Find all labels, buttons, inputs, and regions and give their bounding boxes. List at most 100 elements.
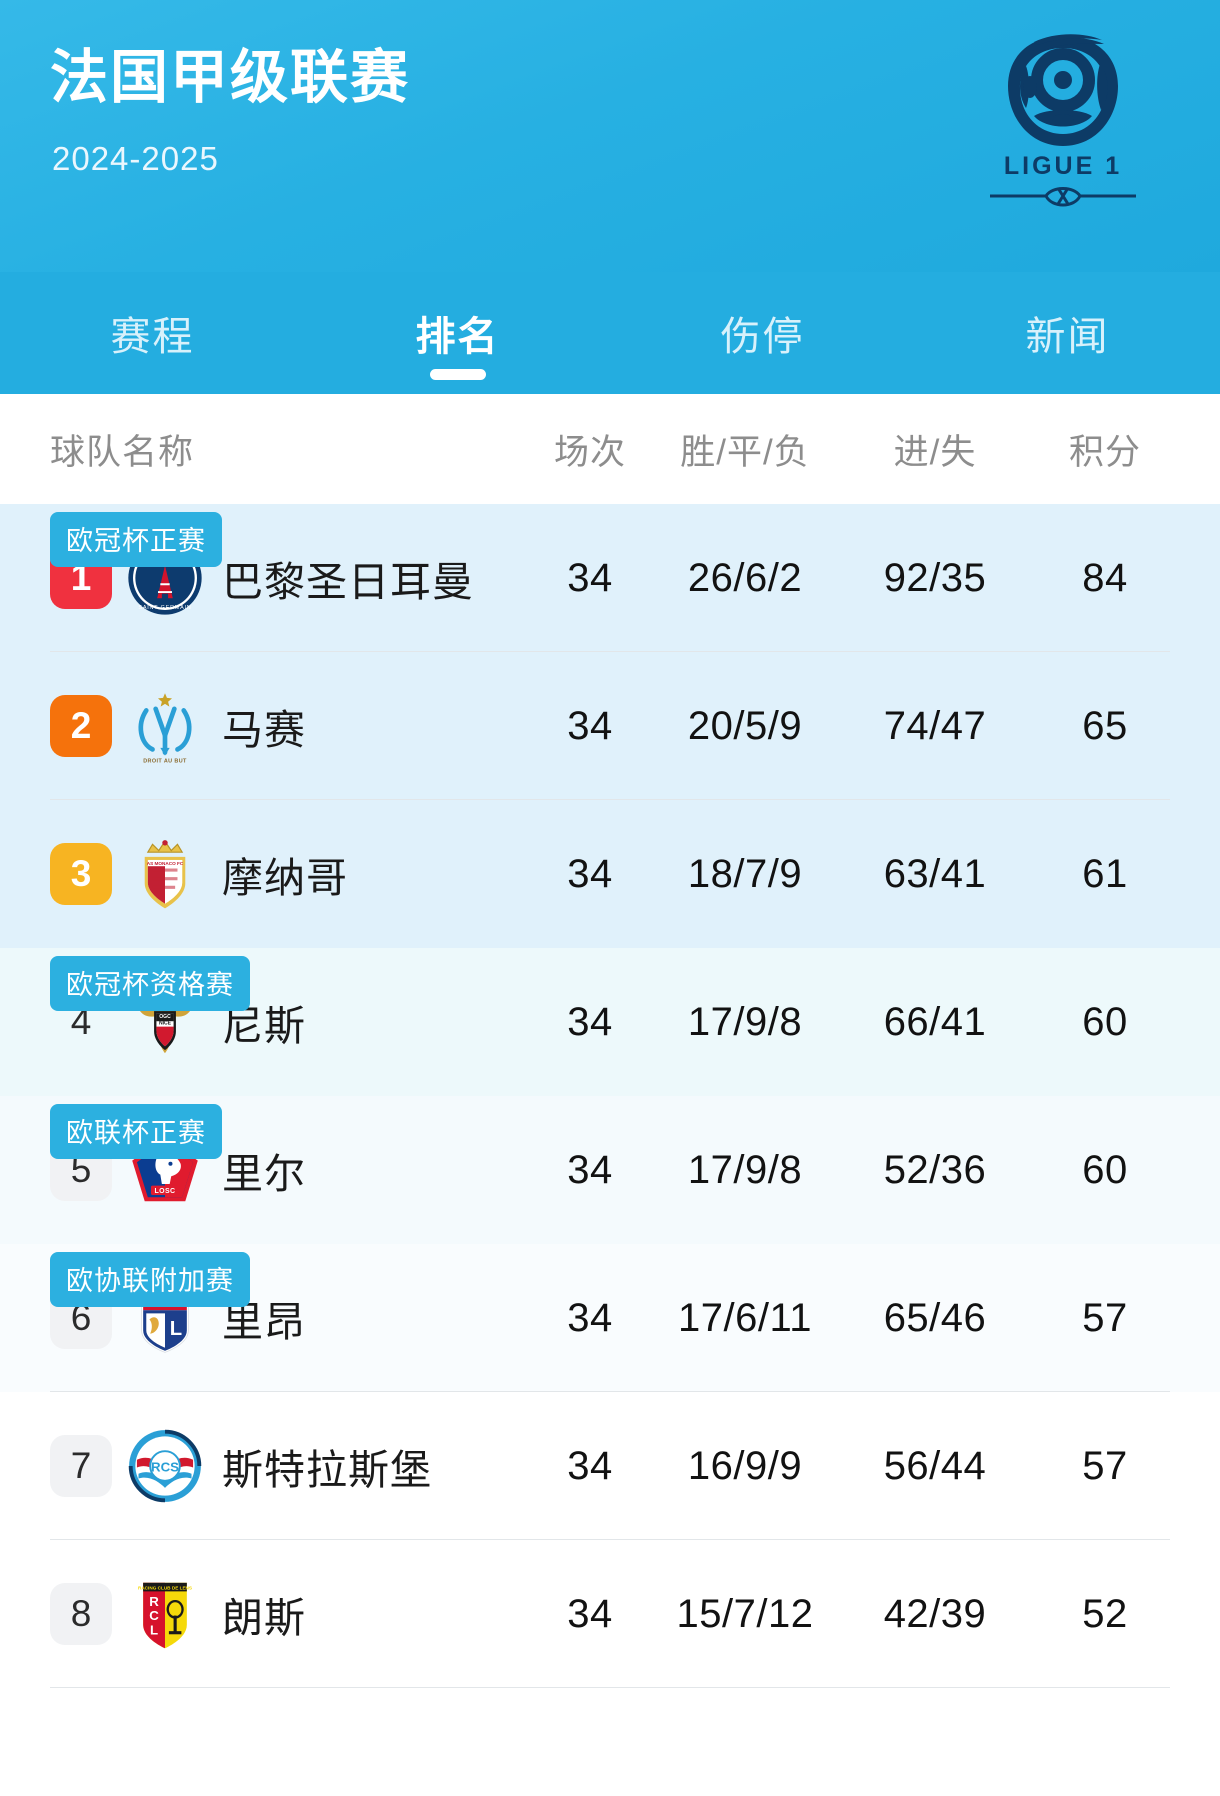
svg-text:OGC: OGC bbox=[159, 1014, 171, 1020]
stat-played: 34 bbox=[567, 1591, 613, 1636]
table-row[interactable]: 8 RACING CLUB DE LENS R C L 朗斯 34 15/7 bbox=[0, 1540, 1220, 1688]
strasbourg-logo: RCS bbox=[128, 1429, 202, 1503]
team-name: 斯特拉斯堡 bbox=[222, 1447, 432, 1493]
table-row[interactable]: 2 DROIT AU BUT 马赛 34 20/5/9 74/47 65 bbox=[0, 652, 1220, 800]
tab-standings-label: 排名 bbox=[415, 315, 500, 359]
team-name: 巴黎圣日耳曼 bbox=[222, 559, 474, 605]
tab-injuries[interactable]: 伤停 bbox=[610, 272, 915, 394]
zone-europa-league: 欧联杯正赛 5 LOSC 里尔 34 17/9/8 52/36 60 bbox=[0, 1096, 1220, 1244]
rank-badge: 7 bbox=[50, 1435, 112, 1497]
column-header-team[interactable]: 球队名称 bbox=[50, 432, 195, 472]
stat-points: 60 bbox=[1082, 1147, 1128, 1192]
team-cell: 3 AS MONACO FC 摩纳哥 bbox=[0, 835, 530, 913]
stat-points: 65 bbox=[1082, 703, 1128, 748]
rank-badge: 8 bbox=[50, 1583, 112, 1645]
stat-wdl: 17/9/8 bbox=[687, 999, 803, 1044]
team-name: 里尔 bbox=[222, 1151, 306, 1197]
zone-label-europa-league: 欧联杯正赛 bbox=[50, 1104, 222, 1159]
stat-played: 34 bbox=[567, 1295, 613, 1340]
stat-wdl: 18/7/9 bbox=[687, 851, 803, 896]
lens-logo: RACING CLUB DE LENS R C L bbox=[138, 1582, 192, 1649]
stat-wdl: 26/6/2 bbox=[687, 555, 803, 600]
season-label: 2024-2025 bbox=[52, 140, 219, 177]
svg-text:DROIT AU BUT: DROIT AU BUT bbox=[143, 759, 187, 765]
svg-text:L: L bbox=[150, 1622, 158, 1637]
svg-text:R: R bbox=[149, 1594, 159, 1609]
tab-bar: 赛程 排名 伤停 新闻 bbox=[0, 272, 1220, 394]
stat-wdl: 20/5/9 bbox=[687, 703, 803, 748]
svg-text:L: L bbox=[170, 1318, 182, 1340]
column-header-points[interactable]: 积分 bbox=[1068, 432, 1141, 472]
stat-played: 34 bbox=[567, 1443, 613, 1488]
stat-played: 34 bbox=[567, 1147, 613, 1192]
stat-wdl: 16/9/9 bbox=[687, 1443, 803, 1488]
stat-goals: 63/41 bbox=[883, 851, 987, 896]
team-cell: 2 DROIT AU BUT 马赛 bbox=[0, 687, 530, 765]
svg-text:SAINT-GERMAIN: SAINT-GERMAIN bbox=[138, 605, 191, 611]
stat-goals: 74/47 bbox=[883, 703, 987, 748]
page-header: 法国甲级联赛 2024-2025 LIGUE 1 bbox=[0, 0, 1220, 272]
standings-table: 球队名称 场次 胜/平/负 进/失 积分 欧冠杯正赛 1 PARIS SAINT… bbox=[0, 394, 1220, 1688]
tab-standings[interactable]: 排名 bbox=[305, 272, 610, 394]
stat-points: 61 bbox=[1082, 851, 1128, 896]
rank-badge: 3 bbox=[50, 843, 112, 905]
stat-wdl: 15/7/12 bbox=[676, 1591, 814, 1636]
stat-points: 60 bbox=[1082, 999, 1128, 1044]
marseille-logo: DROIT AU BUT bbox=[138, 693, 192, 765]
zone-label-ucl-qualifying: 欧冠杯资格赛 bbox=[50, 956, 250, 1011]
tab-schedule[interactable]: 赛程 bbox=[0, 272, 305, 394]
team-name: 马赛 bbox=[222, 707, 306, 753]
stat-wdl: 17/6/11 bbox=[678, 1295, 812, 1340]
rank-badge: 2 bbox=[50, 695, 112, 757]
nice-logo: OGC NICE bbox=[140, 992, 190, 1054]
stat-points: 57 bbox=[1082, 1295, 1128, 1340]
team-name: 摩纳哥 bbox=[222, 855, 348, 901]
stat-goals: 52/36 bbox=[883, 1147, 987, 1192]
zone-ucl-qualifying: 欧冠杯资格赛 4 OGC NICE 尼斯 34 17/9/8 66/41 bbox=[0, 948, 1220, 1096]
table-row[interactable]: 5 LOSC 里尔 34 17/9/8 52/36 60 bbox=[0, 1096, 1220, 1244]
zone-conference-playoff: 欧协联附加赛 6 OLYMPIQUE LYONNAIS L 里昂 34 17/6… bbox=[0, 1244, 1220, 1392]
tab-underline-active bbox=[429, 369, 486, 380]
team-name: 朗斯 bbox=[222, 1595, 306, 1641]
stat-goals: 92/35 bbox=[883, 555, 987, 600]
ligue1-wordmark: LIGUE 1 bbox=[1004, 152, 1122, 180]
ligue1-logo: LIGUE 1 bbox=[990, 34, 1136, 207]
stat-wdl: 17/9/8 bbox=[687, 1147, 803, 1192]
team-cell: 8 RACING CLUB DE LENS R C L 朗斯 bbox=[0, 1575, 530, 1653]
stat-goals: 66/41 bbox=[883, 999, 987, 1044]
team-cell: 4 OGC NICE 尼斯 bbox=[0, 983, 530, 1061]
table-row[interactable]: 7 RCS 斯特拉斯堡 34 16/9/9 56/44 57 bbox=[0, 1392, 1220, 1540]
monaco-logo: AS MONACO FC bbox=[144, 840, 186, 909]
svg-text:LOSC: LOSC bbox=[154, 1188, 175, 1195]
column-header-goals[interactable]: 进/失 bbox=[893, 432, 977, 472]
svg-text:RCS: RCS bbox=[151, 1459, 179, 1474]
zone-label-conference-playoff: 欧协联附加赛 bbox=[50, 1252, 250, 1307]
stat-played: 34 bbox=[567, 703, 613, 748]
svg-text:C: C bbox=[149, 1608, 159, 1623]
stat-played: 34 bbox=[567, 851, 613, 896]
table-row[interactable]: 3 AS MONACO FC 摩纳哥 34 18/7/9 63/41 61 bbox=[0, 800, 1220, 948]
stat-goals: 65/46 bbox=[883, 1295, 987, 1340]
zone-regular: 7 RCS 斯特拉斯堡 34 16/9/9 56/44 57 bbox=[0, 1392, 1220, 1688]
team-cell: 7 RCS 斯特拉斯堡 bbox=[0, 1427, 530, 1505]
table-row[interactable]: 6 OLYMPIQUE LYONNAIS L 里昂 34 17/6/11 65/… bbox=[0, 1244, 1220, 1392]
rank-badge: 4 bbox=[70, 1001, 92, 1042]
stat-played: 34 bbox=[567, 555, 613, 600]
svg-text:RACING CLUB DE LENS: RACING CLUB DE LENS bbox=[138, 1585, 192, 1590]
stat-goals: 56/44 bbox=[883, 1443, 987, 1488]
tab-injuries-label: 伤停 bbox=[720, 315, 805, 359]
column-header-wdl[interactable]: 胜/平/负 bbox=[680, 432, 810, 472]
stat-points: 52 bbox=[1082, 1591, 1128, 1636]
tab-news[interactable]: 新闻 bbox=[915, 272, 1220, 394]
stat-goals: 42/39 bbox=[883, 1591, 987, 1636]
stat-points: 84 bbox=[1082, 555, 1128, 600]
stat-points: 57 bbox=[1082, 1443, 1128, 1488]
table-row[interactable]: 4 OGC NICE 尼斯 34 17/9/8 66/41 60 bbox=[0, 948, 1220, 1096]
table-header-row: 球队名称 场次 胜/平/负 进/失 积分 bbox=[0, 394, 1220, 504]
zone-label-ucl: 欧冠杯正赛 bbox=[50, 512, 222, 567]
column-header-played[interactable]: 场次 bbox=[553, 432, 626, 472]
tab-news-label: 新闻 bbox=[1025, 315, 1110, 359]
stat-played: 34 bbox=[567, 999, 613, 1044]
svg-text:NICE: NICE bbox=[159, 1021, 172, 1027]
zone-ucl: 欧冠杯正赛 1 PARIS SAINT-GERMAIN 巴黎圣日耳曼 34 26… bbox=[0, 504, 1220, 948]
